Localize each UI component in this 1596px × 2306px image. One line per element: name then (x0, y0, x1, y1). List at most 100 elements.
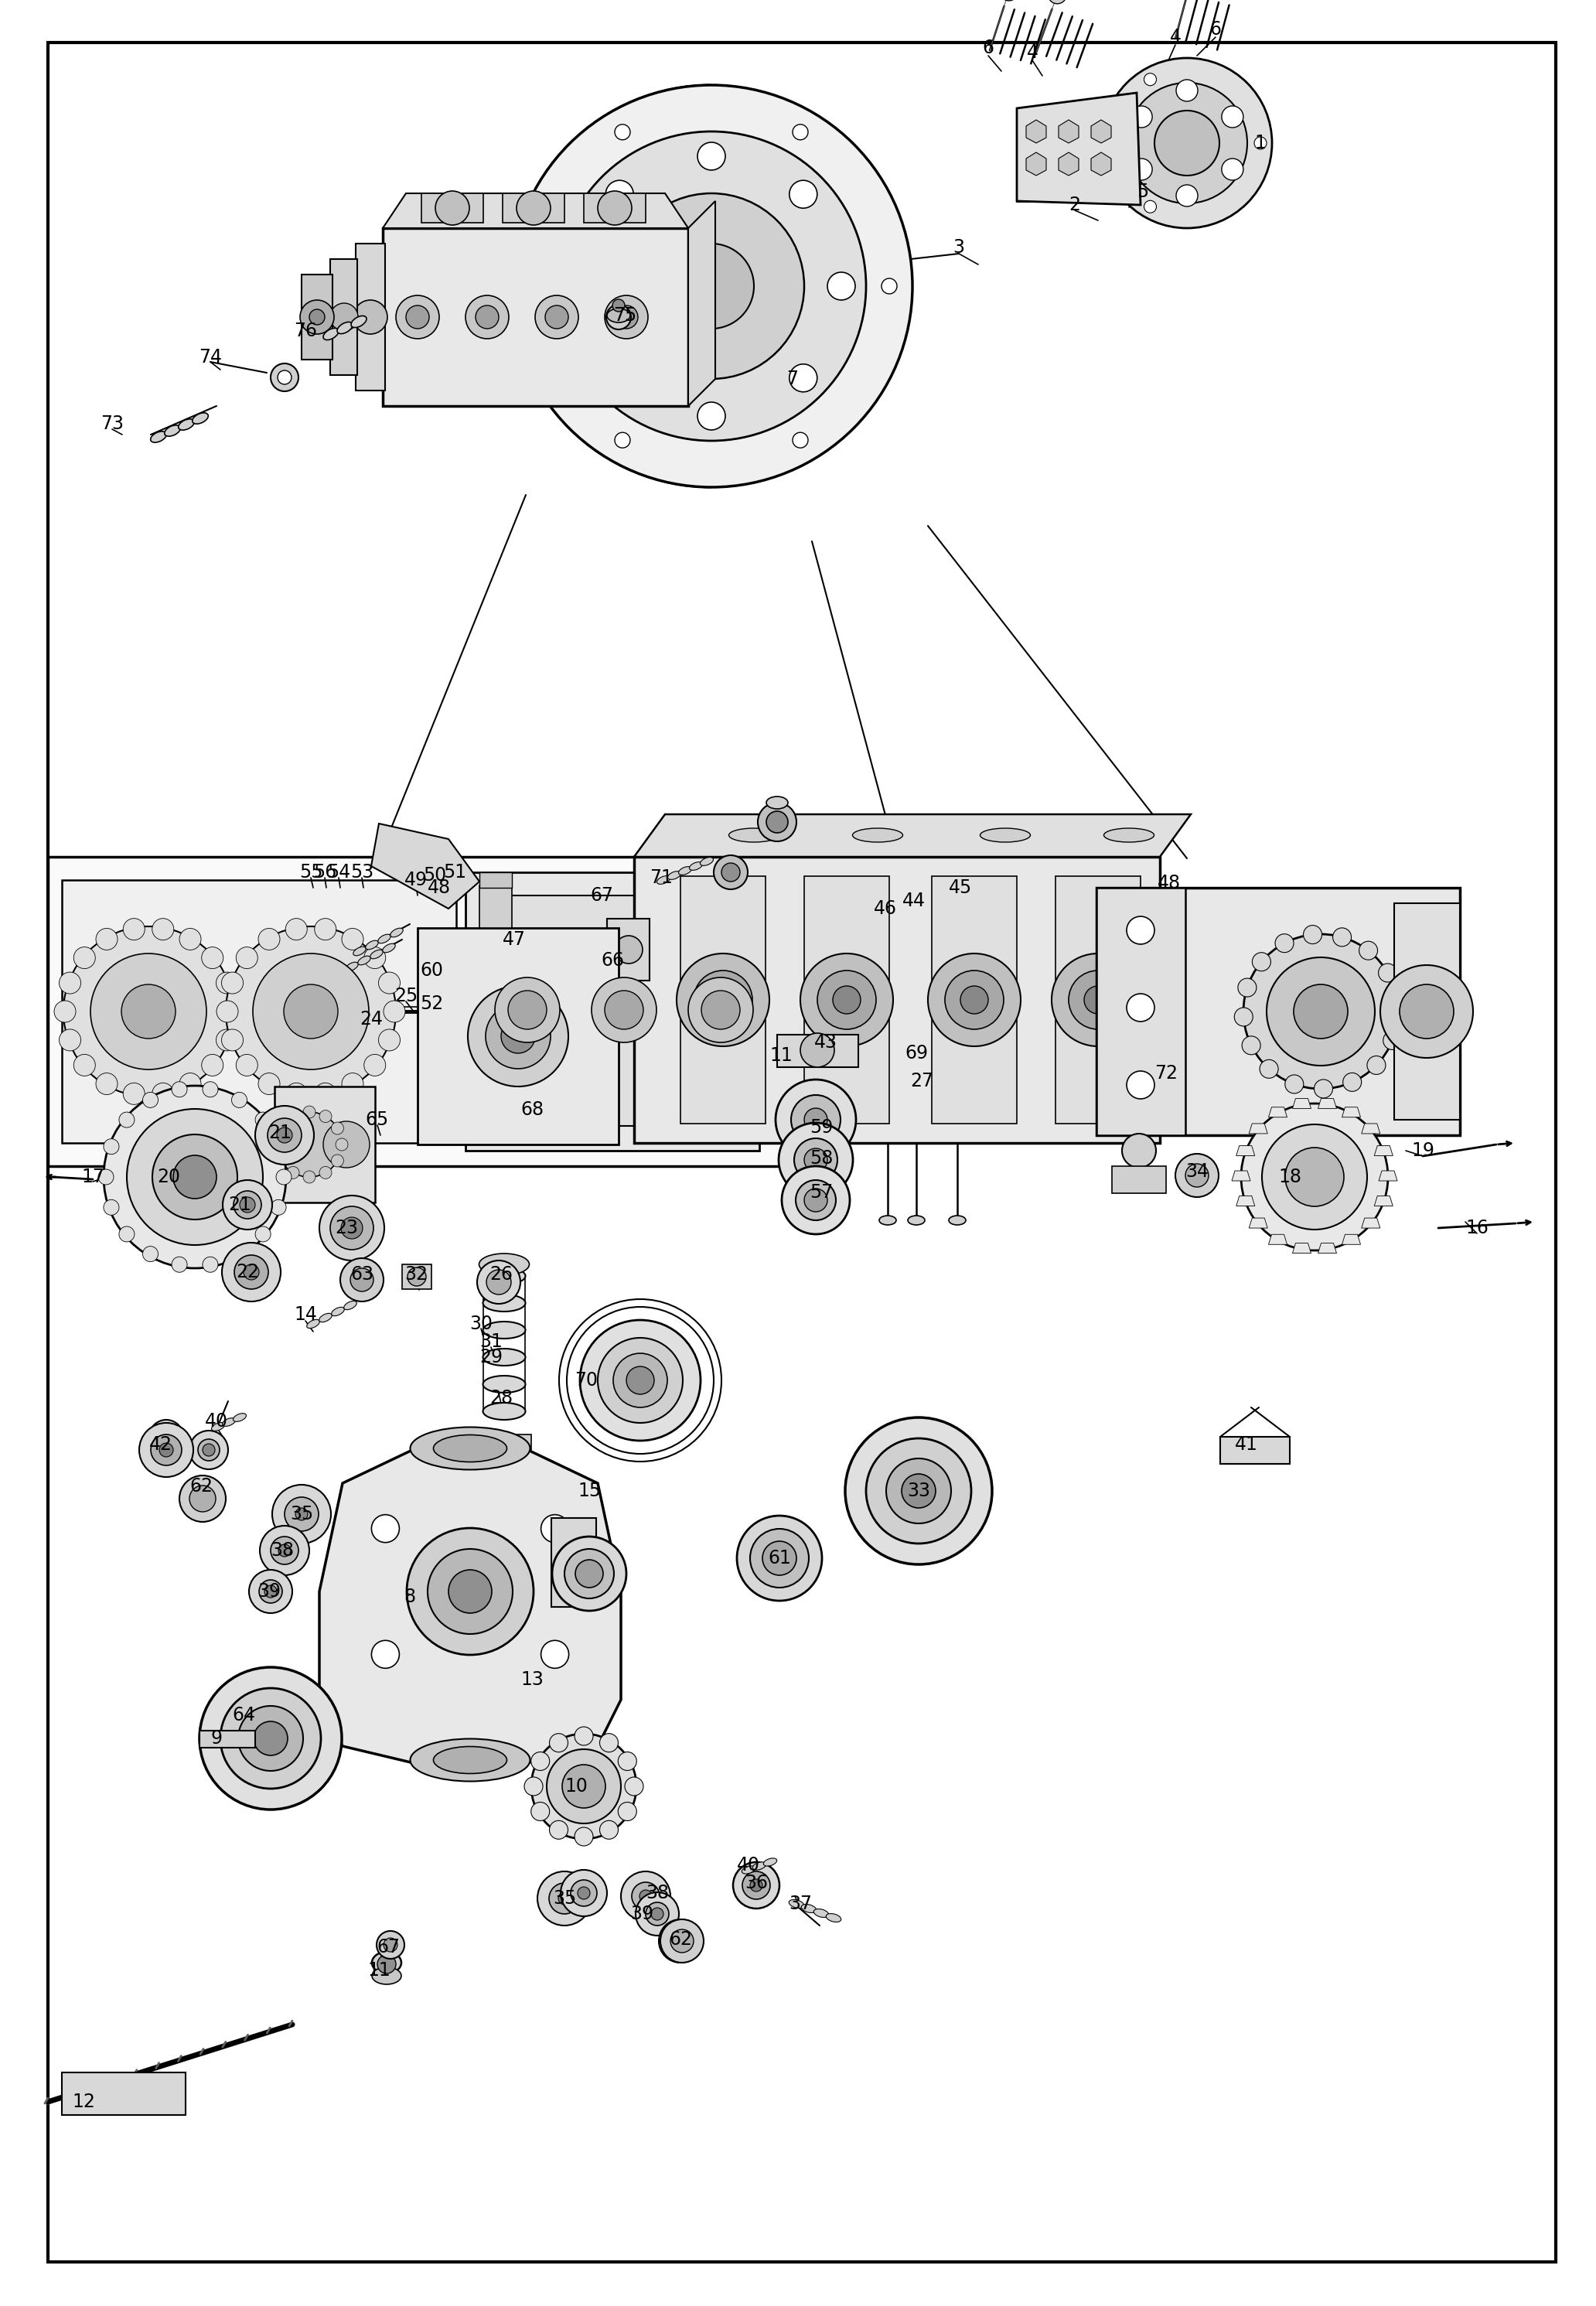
Circle shape (255, 1111, 271, 1128)
Polygon shape (1017, 92, 1141, 205)
Circle shape (353, 300, 388, 334)
Bar (479, 872, 512, 888)
Ellipse shape (378, 934, 391, 943)
Polygon shape (1026, 152, 1047, 175)
Polygon shape (1361, 1123, 1381, 1135)
Polygon shape (634, 814, 1191, 858)
Bar (1112, 1167, 1167, 1192)
Circle shape (330, 1206, 373, 1250)
Circle shape (152, 918, 174, 941)
Ellipse shape (484, 1294, 525, 1312)
Polygon shape (1237, 1197, 1254, 1206)
Circle shape (793, 434, 808, 447)
Circle shape (817, 971, 876, 1028)
Text: 47: 47 (503, 929, 525, 948)
Bar (479, 886, 512, 927)
Bar (418, 927, 619, 1144)
Circle shape (377, 1955, 396, 1974)
Circle shape (1221, 159, 1243, 180)
Circle shape (372, 1640, 399, 1667)
Circle shape (614, 304, 638, 330)
Circle shape (407, 1529, 533, 1656)
Bar (932, 876, 1017, 1123)
Ellipse shape (827, 1914, 841, 1921)
Circle shape (276, 1128, 292, 1144)
Text: 51: 51 (444, 862, 466, 881)
Polygon shape (1379, 1171, 1396, 1181)
Polygon shape (1092, 120, 1111, 143)
Circle shape (598, 191, 632, 226)
Ellipse shape (852, 828, 903, 842)
Circle shape (271, 364, 298, 392)
Polygon shape (1293, 1243, 1310, 1252)
Ellipse shape (337, 323, 353, 334)
Circle shape (340, 1259, 383, 1301)
Text: 37: 37 (788, 1896, 812, 1914)
Circle shape (804, 1148, 827, 1171)
Circle shape (661, 1919, 704, 1962)
Ellipse shape (233, 1414, 246, 1420)
Circle shape (172, 1257, 187, 1273)
Circle shape (598, 1337, 683, 1423)
Circle shape (1176, 81, 1197, 101)
Circle shape (231, 1245, 247, 1261)
Circle shape (244, 1264, 259, 1280)
Text: 62: 62 (669, 1930, 693, 1949)
Circle shape (1254, 136, 1267, 150)
Circle shape (621, 1872, 670, 1921)
Text: 75: 75 (613, 307, 637, 325)
Circle shape (91, 952, 206, 1070)
Circle shape (405, 304, 429, 330)
Circle shape (466, 295, 509, 339)
Text: 21: 21 (268, 1123, 292, 1141)
Circle shape (319, 1167, 332, 1178)
Circle shape (273, 1485, 330, 1543)
Ellipse shape (484, 1268, 525, 1284)
Circle shape (436, 191, 469, 226)
Circle shape (314, 918, 337, 941)
Circle shape (324, 1121, 370, 1167)
Ellipse shape (358, 957, 370, 964)
Circle shape (200, 1667, 342, 1810)
Circle shape (259, 1580, 282, 1603)
Circle shape (73, 1054, 96, 1077)
Text: 39: 39 (257, 1582, 281, 1600)
Text: 12: 12 (72, 2092, 96, 2110)
Ellipse shape (701, 858, 713, 865)
Circle shape (688, 978, 753, 1042)
Circle shape (600, 1822, 618, 1840)
Circle shape (220, 1688, 321, 1789)
Circle shape (1127, 994, 1154, 1022)
Circle shape (383, 1937, 397, 1951)
Circle shape (236, 948, 257, 969)
Circle shape (793, 125, 808, 141)
Circle shape (531, 1753, 549, 1771)
Circle shape (378, 973, 401, 994)
Circle shape (511, 85, 913, 487)
Circle shape (776, 1079, 855, 1160)
Text: 10: 10 (565, 1778, 587, 1796)
Circle shape (766, 812, 788, 832)
Circle shape (54, 1001, 75, 1022)
Circle shape (578, 1886, 591, 1900)
Circle shape (275, 1155, 287, 1167)
Circle shape (203, 1082, 219, 1098)
Circle shape (557, 131, 867, 440)
Circle shape (150, 1420, 184, 1453)
Circle shape (535, 295, 578, 339)
Text: 50: 50 (423, 867, 447, 886)
Circle shape (733, 1863, 779, 1909)
Circle shape (758, 802, 796, 842)
Text: 1: 1 (1254, 134, 1266, 152)
Circle shape (235, 1254, 268, 1289)
Circle shape (1389, 1003, 1408, 1022)
Circle shape (579, 1319, 701, 1441)
Circle shape (364, 1054, 386, 1077)
Circle shape (278, 1545, 290, 1557)
Ellipse shape (410, 1427, 530, 1469)
Text: 2: 2 (1069, 196, 1080, 214)
Text: 46: 46 (873, 899, 897, 918)
Circle shape (575, 1559, 603, 1587)
Circle shape (795, 1139, 838, 1181)
Circle shape (150, 1434, 182, 1464)
